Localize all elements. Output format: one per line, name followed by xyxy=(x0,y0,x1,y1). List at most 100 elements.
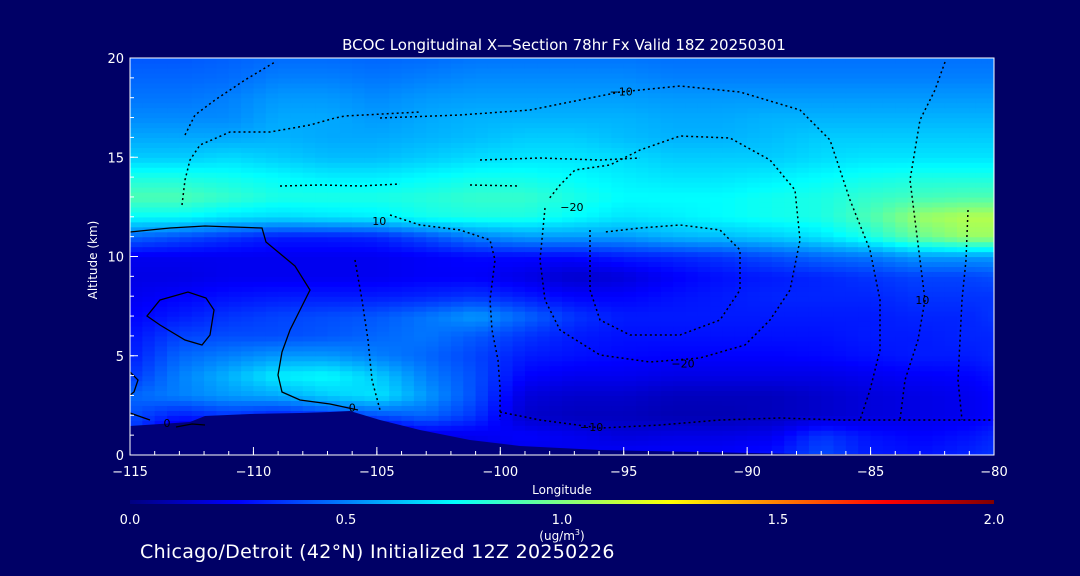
heatmap-cell xyxy=(759,445,773,451)
heatmap-cell xyxy=(673,345,687,352)
heatmap-cell xyxy=(426,127,440,134)
heatmap-cell xyxy=(784,415,798,421)
heatmap-cell xyxy=(463,211,477,218)
heatmap-cell xyxy=(747,375,761,382)
heatmap-cell xyxy=(487,316,501,322)
heatmap-cell xyxy=(549,172,563,178)
heatmap-cell xyxy=(660,271,674,277)
heatmap-cell xyxy=(401,261,415,268)
heatmap-cell xyxy=(426,271,440,277)
heatmap-cell xyxy=(648,201,662,208)
heatmap-cell xyxy=(562,177,575,183)
heatmap-cell xyxy=(907,330,921,337)
heatmap-cell xyxy=(895,380,909,387)
heatmap-cell xyxy=(660,142,674,148)
heatmap-cell xyxy=(895,370,909,377)
heatmap-cell xyxy=(919,395,933,402)
heatmap-cell xyxy=(919,316,933,322)
heatmap-cell xyxy=(975,286,983,292)
heatmap-cell xyxy=(907,365,921,372)
heatmap-cell xyxy=(722,191,736,198)
heatmap-cell xyxy=(253,311,267,317)
heatmap-cell xyxy=(710,122,724,129)
heatmap-cell xyxy=(907,276,921,282)
heatmap-cell xyxy=(845,122,859,129)
heatmap-cell xyxy=(500,231,514,238)
heatmap-cell xyxy=(426,107,440,114)
heatmap-cell xyxy=(747,410,761,416)
heatmap-cell xyxy=(697,425,711,431)
heatmap-cell xyxy=(784,306,798,312)
heatmap-cell xyxy=(228,311,242,317)
heatmap-cell xyxy=(524,182,538,188)
heatmap-cell xyxy=(771,306,785,312)
heatmap-cell xyxy=(833,370,847,377)
heatmap-cell xyxy=(599,187,612,193)
heatmap-cell xyxy=(833,340,847,347)
heatmap-cell xyxy=(599,306,612,312)
heatmap-cell xyxy=(975,311,983,317)
heatmap-cell xyxy=(969,316,977,322)
heatmap-cell xyxy=(302,350,316,357)
heatmap-cell xyxy=(697,311,711,317)
heatmap-cell xyxy=(858,147,872,153)
heatmap-cell xyxy=(975,316,983,322)
heatmap-cell xyxy=(722,231,736,238)
heatmap-cell xyxy=(870,196,884,203)
heatmap-cell xyxy=(796,276,810,282)
heatmap-cell xyxy=(796,157,810,163)
heatmap-cell xyxy=(500,435,514,441)
heatmap-cell xyxy=(981,316,989,322)
heatmap-cell xyxy=(944,415,958,421)
heatmap-cell xyxy=(487,251,501,258)
heatmap-cell xyxy=(179,296,193,302)
heatmap-cell xyxy=(216,127,230,134)
heatmap-cell xyxy=(475,162,489,168)
heatmap-cell xyxy=(611,306,625,312)
heatmap-cell xyxy=(987,241,994,248)
heatmap-cell xyxy=(660,301,674,307)
heatmap-cell xyxy=(327,187,341,193)
heatmap-cell xyxy=(327,405,341,411)
heatmap-cell xyxy=(401,132,415,138)
heatmap-cell xyxy=(685,137,699,143)
heatmap-cell xyxy=(339,335,353,342)
heatmap-cell xyxy=(204,221,217,228)
heatmap-cell xyxy=(611,261,625,268)
heatmap-cell xyxy=(722,142,736,148)
heatmap-cell xyxy=(660,122,674,129)
heatmap-cell xyxy=(376,152,390,158)
heatmap-cell xyxy=(821,142,835,148)
heatmap-cell xyxy=(845,162,859,168)
heatmap-cell xyxy=(673,325,687,332)
heatmap-cell xyxy=(586,152,600,158)
heatmap-cell xyxy=(919,375,933,382)
heatmap-cell xyxy=(352,196,366,203)
heatmap-cell xyxy=(241,182,255,188)
heatmap-cell xyxy=(562,132,575,138)
heatmap-cell xyxy=(253,390,267,397)
heatmap-cell xyxy=(586,231,600,238)
heatmap-cell xyxy=(228,335,242,342)
heatmap-cell xyxy=(907,147,921,153)
heatmap-cell xyxy=(475,226,489,233)
heatmap-cell xyxy=(623,172,637,178)
heatmap-cell xyxy=(241,360,255,367)
heatmap-cell xyxy=(438,380,452,387)
heatmap-cell xyxy=(537,201,551,208)
heatmap-cell xyxy=(450,122,464,129)
heatmap-cell xyxy=(487,147,501,153)
heatmap-cell xyxy=(932,142,946,148)
heatmap-cell xyxy=(907,340,921,347)
heatmap-cell xyxy=(450,117,464,124)
heatmap-cell xyxy=(574,182,588,188)
heatmap-cell xyxy=(956,216,970,223)
heatmap-cell xyxy=(932,395,946,402)
heatmap-cell xyxy=(463,316,477,322)
heatmap-cell xyxy=(987,345,994,352)
heatmap-cell xyxy=(339,167,353,173)
heatmap-cell xyxy=(290,226,304,233)
heatmap-cell xyxy=(907,271,921,277)
heatmap-cell xyxy=(771,450,785,455)
heatmap-cell xyxy=(401,301,415,307)
